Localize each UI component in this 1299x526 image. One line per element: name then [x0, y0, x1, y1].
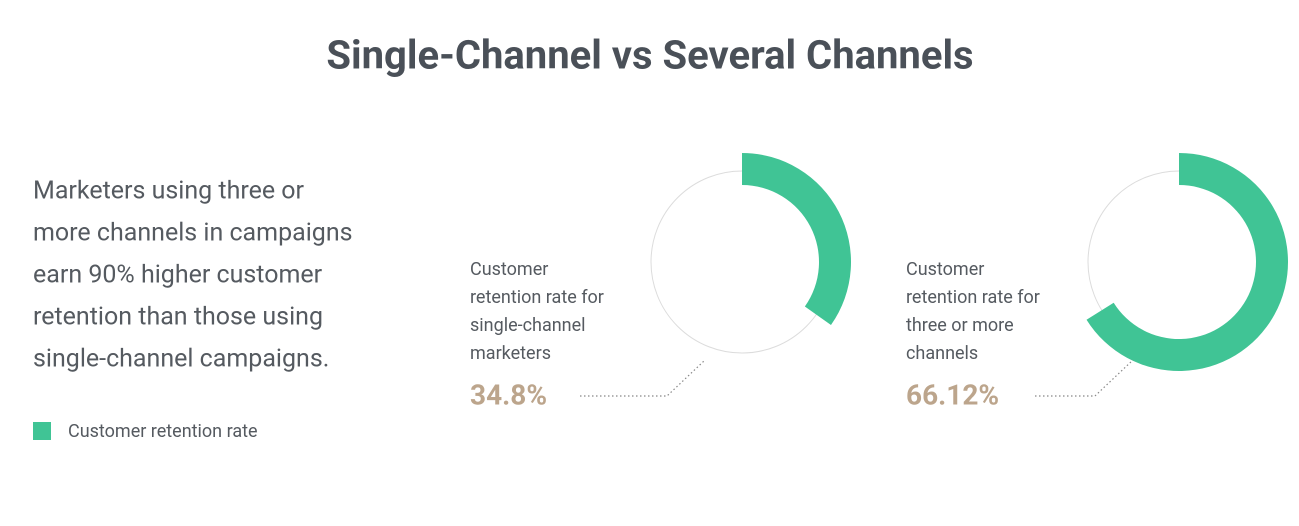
title: Single-Channel vs Several Channels: [326, 32, 973, 79]
caption-line: Customer: [470, 259, 548, 280]
leader-line: [1035, 359, 1134, 397]
caption-line: single-channel: [470, 315, 586, 336]
caption-line: three or more: [906, 315, 1014, 336]
description-line: more channels in campaigns: [33, 219, 353, 248]
caption-line: channels: [906, 343, 978, 364]
value-label: 66.12%: [906, 378, 999, 411]
legend-swatch: [33, 422, 51, 440]
leader-line: [580, 359, 706, 397]
donut-arc: [1086, 152, 1288, 372]
caption-line: Customer: [906, 259, 984, 280]
description-line: retention than those using: [33, 303, 323, 332]
description-line: Marketers using three or: [33, 177, 305, 206]
description-line: single-channel campaigns.: [33, 345, 329, 374]
caption-line: retention rate for: [470, 287, 604, 308]
value-label: 34.8%: [470, 378, 547, 411]
caption-line: marketers: [470, 343, 551, 364]
description-line: earn 90% higher customer: [33, 261, 323, 290]
caption-line: retention rate for: [906, 287, 1040, 308]
legend-label: Customer retention rate: [68, 421, 258, 442]
donut-arc: [742, 153, 851, 325]
